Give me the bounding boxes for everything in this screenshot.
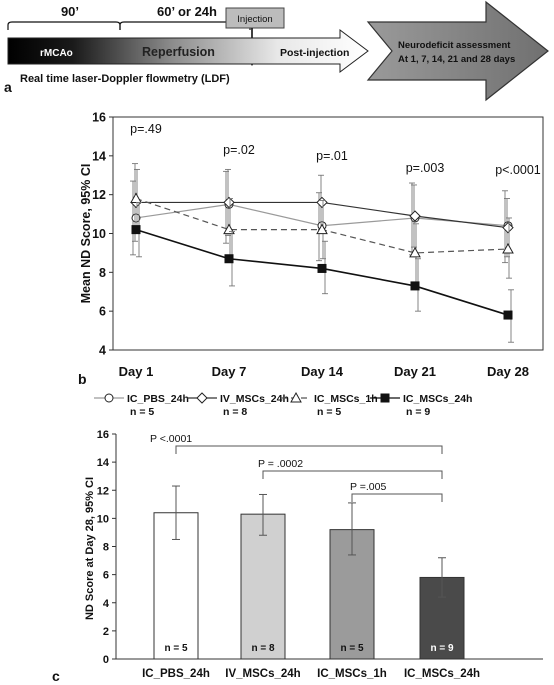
bracket-90 [7, 21, 121, 30]
y-tick-label: 6 [103, 570, 109, 582]
comparison-bracket [175, 445, 443, 454]
data-point [223, 196, 235, 209]
x-tick-label: Day 7 [212, 364, 247, 379]
legend-name: IC_PBS_24h [127, 393, 189, 405]
series-IC_MSCs_24h [131, 201, 514, 343]
legend-marker [196, 392, 208, 404]
assessment-line-1: Neurodeficit assessment [398, 40, 511, 51]
legend-name: IC_MSCs_1h [314, 393, 378, 405]
comparison-p-label: P = .0002 [258, 458, 303, 470]
x-tick-label: Day 21 [394, 364, 436, 379]
data-point [130, 192, 142, 204]
data-point [316, 196, 328, 209]
x-tick-label: Day 28 [487, 364, 529, 379]
panel-c-bar-chart: 0 2 4 6 8 10 12 14 16 ND Score at Day 28, 95% CI n… [84, 429, 543, 680]
panel-a-timeline: 90’ 60’ or 24h Injection rMCAo Reperfusi… [4, 0, 549, 102]
data-point [317, 263, 327, 273]
data-point [503, 310, 513, 320]
panel-b-line-chart: 4 6 8 10 12 14 16 Day 1 Day 7 Day 14 Day 21 Day 28 p… [79, 111, 544, 418]
legend-name: IV_MSCs_24h [220, 393, 289, 405]
panel-a-letter: a [4, 79, 12, 95]
assessment-arrow [366, 0, 549, 102]
panel-c-letter: c [52, 668, 60, 684]
y-tick-label: 8 [99, 266, 106, 280]
bar-n-label: n = 5 [164, 643, 188, 654]
x-tick-label: IC_MSCs_1h [317, 668, 387, 680]
y-axis-label: ND Score at Day 28, 95% CI [84, 477, 96, 620]
bar [419, 576, 465, 660]
legend-n: n = 9 [406, 406, 430, 418]
legend-marker [380, 393, 390, 403]
legend-marker [290, 391, 302, 403]
p-value-label: p=.01 [316, 149, 348, 163]
y-tick-label: 8 [103, 542, 109, 554]
x-tick-label: IC_PBS_24h [142, 668, 210, 680]
data-point [131, 213, 141, 223]
legend-n: n = 5 [317, 406, 341, 418]
data-point [409, 210, 421, 222]
comparison-bracket [351, 493, 443, 502]
panel-b-letter: b [78, 371, 87, 387]
x-tick-label: Day 1 [119, 364, 154, 379]
legend-n: n = 5 [130, 406, 154, 418]
data-point [224, 254, 234, 264]
injection-box [225, 7, 285, 29]
assessment-line-2: At 1, 7, 14, 21 and 28 days [398, 54, 515, 65]
comparison-bracket [262, 470, 443, 479]
bar-n-label: n = 5 [340, 643, 364, 654]
legend-name: IC_MSCs_24h [403, 393, 472, 405]
label-60-or-24h: 60’ or 24h [157, 4, 217, 19]
comparison-p-label: P =.005 [350, 481, 386, 493]
y-tick-label: 4 [99, 344, 106, 358]
data-point [502, 221, 514, 234]
p-value-label: p=.49 [130, 122, 162, 136]
post-injection-label: Post-injection [280, 47, 349, 59]
y-tick-label: 16 [97, 429, 109, 441]
p-value-label: p=.02 [223, 143, 255, 157]
y-tick-label: 10 [92, 227, 106, 241]
data-point [409, 246, 421, 258]
p-value-label: p=.003 [406, 161, 445, 175]
timeline-arrow [7, 29, 369, 73]
y-tick-label: 2 [103, 626, 109, 638]
y-tick-label: 16 [92, 111, 106, 125]
series-IC_MSCs_1h [130, 168, 514, 283]
bar [240, 513, 286, 660]
y-tick-label: 6 [99, 305, 106, 319]
ldf-label: Real time laser-Doppler flowmetry (LDF) [20, 73, 230, 85]
y-tick-label: 14 [92, 149, 106, 163]
y-tick-label: 10 [97, 513, 109, 525]
legend-marker [104, 393, 114, 403]
y-tick-label: 12 [97, 485, 109, 497]
data-point [316, 223, 328, 235]
rmcao-label: rMCAo [40, 48, 73, 59]
p-value-label: p<.0001 [495, 163, 541, 177]
bar-n-label: n = 9 [430, 643, 454, 654]
y-tick-label: 0 [103, 654, 109, 666]
legend-n: n = 8 [223, 406, 247, 418]
x-tick-label: IV_MSCs_24h [225, 668, 300, 680]
x-tick-label: IC_MSCs_24h [404, 668, 480, 680]
y-tick-label: 12 [92, 188, 106, 202]
bar-n-label: n = 8 [251, 643, 275, 654]
x-tick-label: Day 14 [301, 364, 344, 379]
data-point [131, 225, 141, 235]
data-point [410, 281, 420, 291]
label-90: 90’ [61, 4, 79, 19]
injection-label: Injection [237, 14, 272, 25]
reperfusion-label: Reperfusion [142, 45, 215, 59]
y-tick-label: 14 [97, 457, 110, 469]
y-axis-label: Mean ND Score, 95% CI [79, 164, 93, 304]
comparison-p-label: P <.0001 [150, 433, 192, 445]
data-point [502, 243, 514, 254]
y-tick-label: 4 [103, 598, 110, 610]
